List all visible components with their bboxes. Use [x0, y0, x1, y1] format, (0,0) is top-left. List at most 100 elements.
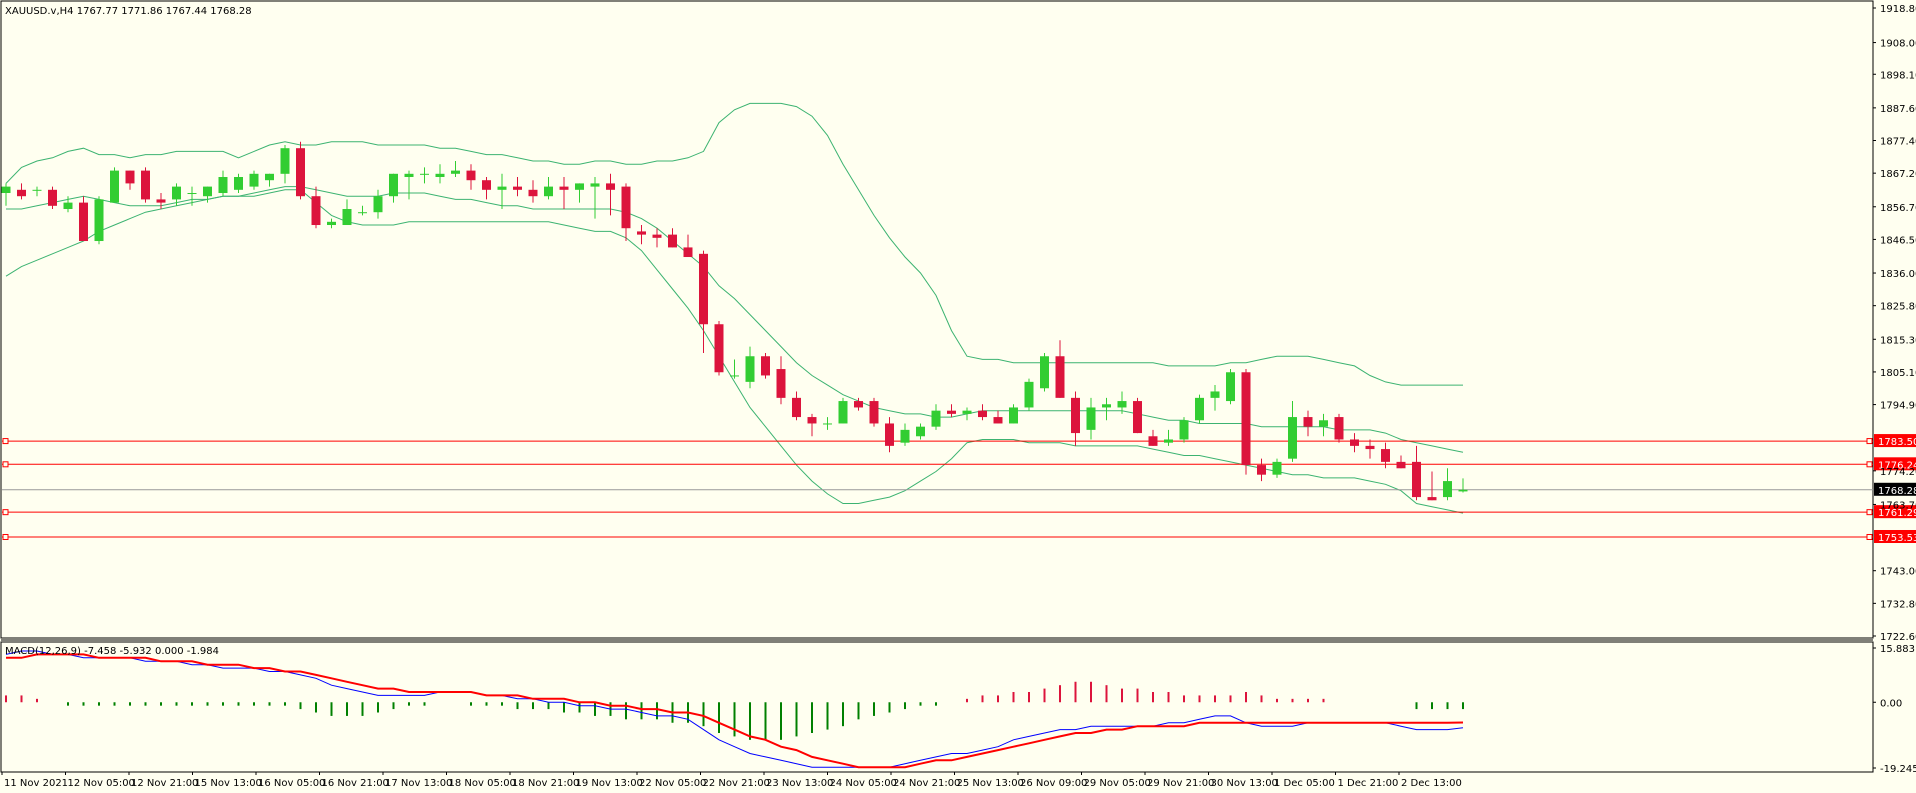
time-tick-label: 12 Nov 21:00: [131, 778, 198, 789]
candle: [466, 164, 476, 190]
candle-body: [63, 202, 73, 210]
candle-body: [404, 173, 414, 178]
candle-body: [1148, 436, 1158, 446]
candle: [296, 141, 305, 200]
macd-main-line: [5, 650, 1464, 768]
candle: [1303, 410, 1313, 437]
price-tick-label: 1877.40: [1880, 137, 1916, 148]
candle-body: [1117, 401, 1127, 408]
candle-body: [497, 186, 507, 190]
time-tick-label: 25 Nov 13:00: [957, 778, 1024, 789]
symbol-info-label: XAUUSD.v,H4 1767.77 1771.86 1767.44 1768…: [5, 6, 252, 17]
candle-body: [358, 212, 367, 214]
candle-body: [234, 177, 243, 190]
candle-body: [978, 410, 987, 418]
price-tick-label: 1774.20: [1880, 467, 1916, 478]
candle: [1055, 340, 1065, 398]
candle-body: [1226, 372, 1235, 402]
time-tick-label: 1 Dec 21:00: [1338, 778, 1399, 789]
candle: [156, 193, 166, 210]
candle: [327, 218, 336, 229]
price-tick-label: 1867.20: [1880, 169, 1916, 180]
candle-body: [699, 253, 708, 325]
candle-body: [1086, 407, 1096, 430]
candle-body: [1458, 489, 1468, 492]
candle: [745, 346, 755, 389]
candle: [730, 359, 739, 379]
candle-body: [1350, 439, 1359, 446]
candle: [404, 170, 414, 200]
time-tick-label: 19 Nov 13:00: [576, 778, 643, 789]
candle-body: [916, 426, 925, 437]
current-price-tag: [1874, 482, 1916, 496]
time-tick-label: 16 Nov 21:00: [322, 778, 389, 789]
time-tick-label: 18 Nov 21:00: [512, 778, 579, 789]
candle: [1040, 353, 1049, 392]
candle-body: [792, 397, 801, 418]
candle-body: [776, 369, 786, 398]
candle-body: [823, 423, 832, 425]
candle: [358, 205, 367, 216]
candle-body: [1241, 372, 1251, 466]
time-tick-label: 17 Nov 13:00: [385, 778, 452, 789]
candle-body: [590, 183, 600, 187]
candle-body: [869, 401, 879, 424]
candle-body: [1024, 381, 1034, 408]
level-handle-left: [2, 438, 9, 445]
candle-body: [668, 234, 677, 248]
candle: [528, 180, 538, 203]
candle-body: [1179, 420, 1189, 440]
candle-body: [125, 170, 135, 184]
price-tick-label: 1743.00: [1880, 567, 1916, 578]
time-tick-label: 16 Nov 05:00: [258, 778, 325, 789]
candle-body: [621, 186, 631, 229]
candle: [1288, 401, 1297, 462]
candle-body: [1272, 461, 1282, 475]
candle: [1, 183, 11, 206]
level-price-tag: [1874, 434, 1916, 448]
candle: [373, 189, 383, 219]
level-price-tag: [1874, 457, 1916, 471]
candle-body: [1257, 465, 1266, 475]
candle-body: [203, 186, 212, 197]
candle-body: [559, 186, 569, 190]
candle: [110, 167, 119, 203]
candle-body: [249, 173, 259, 187]
price-axis: 1918.80 1908.00 1898.10 1887.60 1877.40 1867.…: [1873, 4, 1916, 643]
candle: [94, 196, 104, 245]
candle-body: [342, 209, 352, 226]
level-price-tag-label: 1761.29: [1878, 508, 1916, 519]
candle-body: [993, 417, 1003, 424]
candle: [203, 186, 212, 203]
level-handle-left: [2, 509, 9, 516]
candle: [575, 183, 584, 203]
time-tick-label: 18 Nov 05:00: [449, 778, 516, 789]
time-tick-label: 29 Nov 05:00: [1084, 778, 1151, 789]
horizontal-levels[interactable]: 1783.50 1776.24 1761.29 1753.53 1768.28: [2, 434, 1916, 544]
candle: [668, 228, 677, 248]
candle-body: [947, 410, 956, 414]
candle: [838, 397, 848, 424]
candle-body: [32, 189, 42, 191]
level-price-tag: [1874, 505, 1916, 519]
level-handle-right: [1866, 461, 1873, 468]
candle: [714, 321, 724, 376]
candle-body: [1009, 407, 1018, 424]
candle-body: [1303, 417, 1313, 427]
candle: [823, 417, 832, 430]
candle: [1210, 385, 1220, 411]
candle: [900, 423, 910, 446]
level-handle-right: [1866, 438, 1873, 445]
candle: [978, 404, 987, 421]
time-tick-label: 30 Nov 13:00: [1211, 778, 1278, 789]
time-tick-label: 24 Nov 21:00: [893, 778, 960, 789]
candlesticks: [1, 141, 1468, 501]
candle: [265, 173, 274, 187]
candle: [32, 186, 42, 197]
candle: [125, 170, 135, 190]
candle-body: [156, 199, 166, 203]
macd-panel-frame: [0, 641, 1874, 773]
